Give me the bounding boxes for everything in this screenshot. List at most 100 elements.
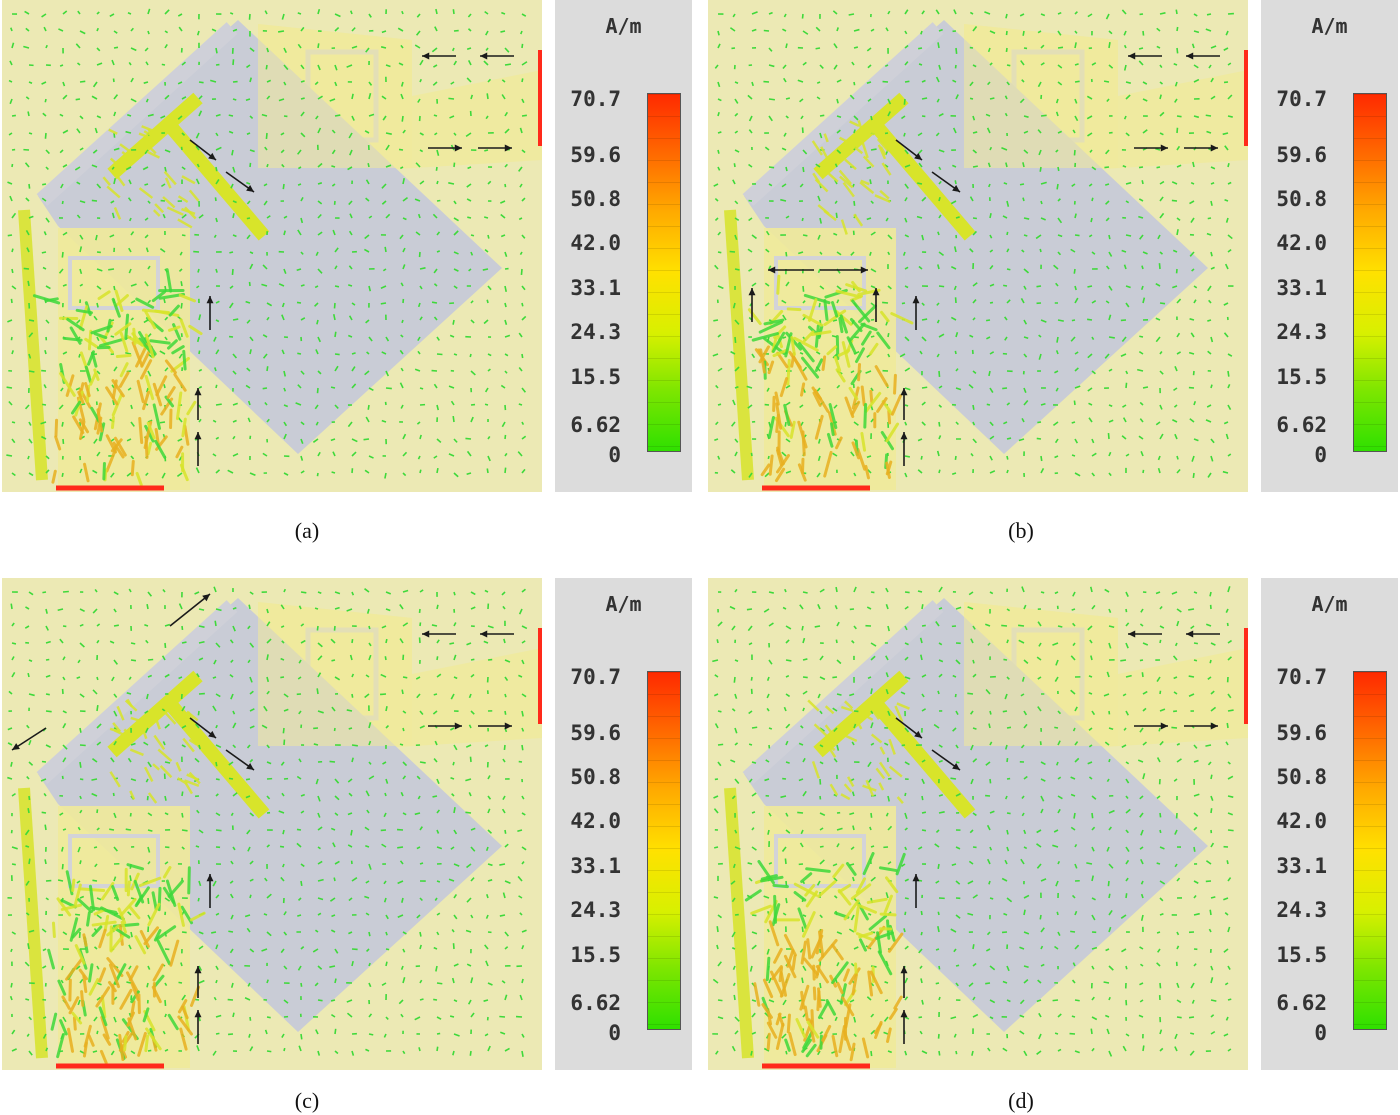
field-vector	[1006, 268, 1011, 271]
field-vector	[955, 793, 961, 797]
field-vector	[364, 370, 370, 376]
field-vector	[713, 693, 719, 697]
field-vector	[214, 197, 217, 202]
field-vector	[298, 1045, 302, 1052]
field-vector	[955, 368, 959, 372]
field-vector	[989, 1016, 994, 1020]
field-vector	[764, 302, 770, 307]
field-vector	[144, 374, 155, 401]
field-vector	[249, 336, 254, 342]
field-vector	[872, 711, 881, 720]
field-vector	[869, 970, 883, 995]
field-vector	[836, 981, 844, 995]
field-vector	[1139, 623, 1144, 627]
field-vector	[249, 948, 255, 953]
field-vector	[519, 994, 523, 1001]
field-vector	[128, 965, 139, 982]
field-vector	[1176, 332, 1181, 338]
field-vector	[84, 382, 91, 398]
field-vector	[843, 968, 850, 982]
field-vector	[231, 149, 234, 156]
field-vector	[300, 111, 305, 117]
field-vector	[314, 982, 319, 987]
field-vector	[887, 409, 892, 425]
field-vector	[1055, 282, 1059, 287]
field-vector	[853, 115, 859, 121]
field-vector	[399, 382, 404, 389]
field-vector	[823, 450, 833, 478]
field-vector	[76, 62, 81, 66]
field-vector	[41, 251, 47, 254]
arrow-head	[202, 594, 210, 602]
field-vector	[1091, 897, 1096, 901]
field-vector	[283, 215, 288, 219]
field-vector	[90, 351, 98, 368]
field-vector	[1089, 639, 1093, 644]
field-vector	[364, 826, 370, 831]
field-vector	[452, 9, 455, 15]
field-vector	[867, 469, 872, 474]
field-vector	[383, 1033, 387, 1038]
field-vector	[334, 26, 340, 32]
field-vector	[79, 744, 86, 747]
field-vector	[334, 606, 340, 610]
field-vector	[466, 472, 472, 476]
panel-caption: (d)	[1008, 1088, 1034, 1113]
field-vector	[1227, 62, 1232, 66]
field-vector	[137, 1031, 147, 1057]
annotation-arrow	[1186, 52, 1220, 60]
field-vector	[885, 422, 900, 443]
arrow-head	[480, 52, 488, 60]
field-vector	[281, 792, 285, 797]
legend-unit: A/m	[605, 14, 642, 38]
field-vector	[385, 706, 388, 712]
field-vector	[1006, 676, 1010, 680]
field-vector	[870, 28, 875, 32]
field-vector	[92, 149, 98, 154]
field-vector	[1125, 778, 1130, 784]
field-vector	[955, 761, 960, 764]
field-vector	[50, 1012, 58, 1031]
field-vector	[61, 995, 71, 1010]
field-vector	[785, 470, 792, 474]
field-vector	[300, 455, 304, 461]
annotation-arrow	[1128, 630, 1162, 638]
field-vector	[351, 639, 354, 644]
field-vector	[1191, 268, 1195, 272]
field-vector	[866, 996, 872, 1001]
field-vector	[1105, 200, 1110, 205]
field-vector	[84, 337, 98, 348]
field-vector	[1074, 297, 1079, 304]
field-vector	[836, 27, 839, 32]
field-vector	[465, 744, 472, 748]
field-vector	[1141, 265, 1144, 270]
field-vector	[96, 62, 103, 66]
field-vector	[402, 589, 409, 593]
field-vector	[1159, 196, 1164, 202]
field-vector	[385, 914, 389, 920]
field-vector	[1023, 234, 1028, 237]
field-vector	[453, 230, 459, 236]
field-vector	[857, 362, 862, 382]
field-vector	[1071, 1015, 1076, 1018]
field-vector	[500, 234, 506, 238]
arrow-head	[1160, 722, 1168, 730]
field-vector	[1040, 468, 1045, 474]
field-vector	[164, 336, 168, 341]
field-vector	[1206, 130, 1212, 134]
field-vector	[852, 825, 855, 831]
field-vector	[110, 757, 115, 763]
field-vector	[334, 81, 338, 87]
field-vector	[96, 451, 101, 457]
field-vector	[312, 948, 319, 953]
field-vector	[920, 30, 923, 35]
field-vector	[42, 1016, 47, 1019]
field-vector	[1071, 421, 1076, 424]
field-vector	[113, 1033, 119, 1037]
field-vector	[887, 353, 891, 358]
field-vector	[247, 659, 251, 664]
field-vector	[247, 625, 251, 630]
field-vector	[773, 325, 787, 339]
field-vector	[1087, 318, 1093, 321]
field-vector	[164, 94, 170, 100]
